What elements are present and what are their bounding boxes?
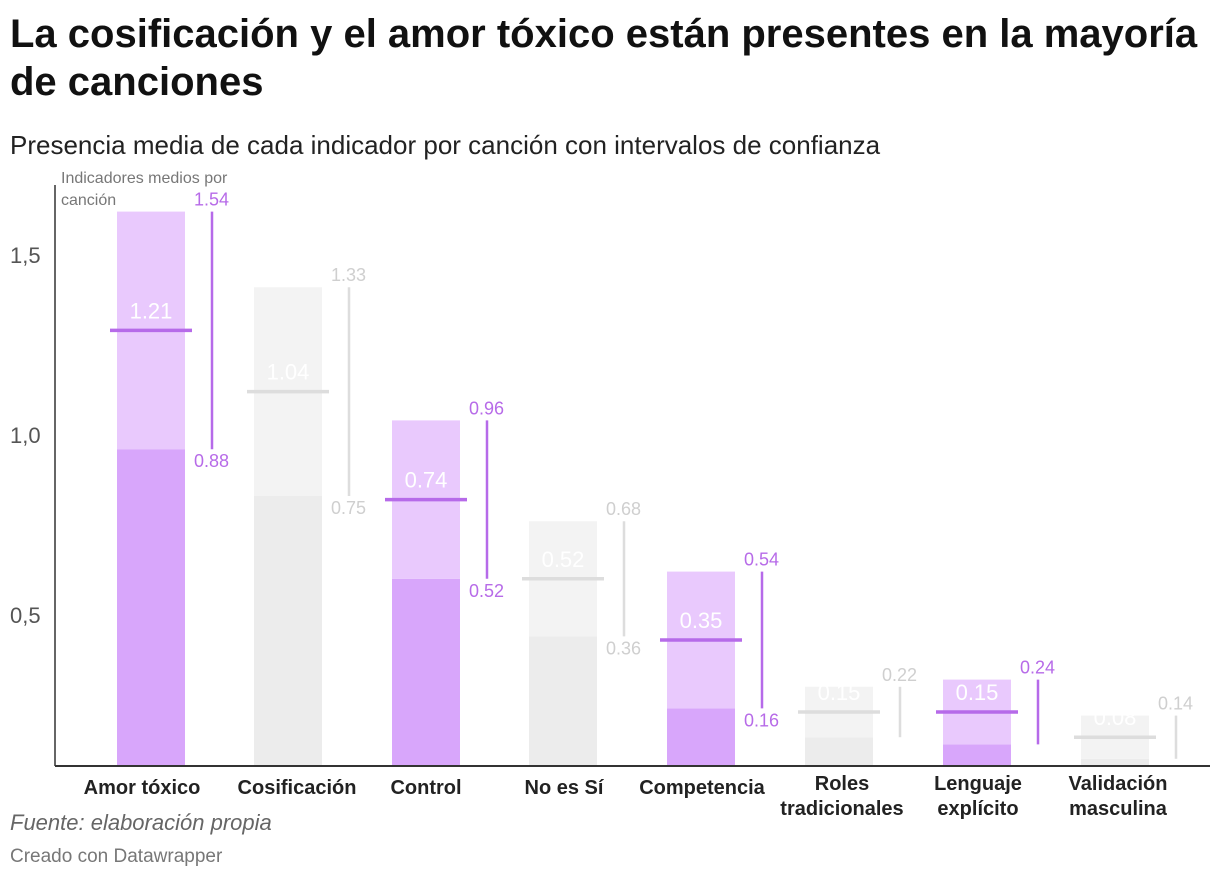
ci-lower-label: 0.52 xyxy=(469,581,504,601)
y-axis-title: Indicadores medios por canción xyxy=(61,170,228,209)
mean-value-label: 0.15 xyxy=(818,680,861,705)
ci-lower-bar xyxy=(943,744,1011,766)
chart-title: La cosificación y el amor tóxico están p… xyxy=(10,12,1198,104)
x-category-label: Control xyxy=(390,777,462,799)
ci-lower-bar xyxy=(254,496,322,766)
ci-lower-bar xyxy=(805,737,873,766)
mean-value-label: 0.15 xyxy=(956,680,999,705)
x-category-label: Cosificación xyxy=(237,777,357,799)
ci-upper-label: 1.54 xyxy=(194,190,229,210)
x-category-label: Roles tradicionales xyxy=(780,773,904,820)
y-tick-label: 1,5 xyxy=(10,243,41,268)
ci-lower-label: 0.16 xyxy=(744,710,779,730)
mean-value-label: 0.74 xyxy=(405,468,448,493)
x-category-label: Validación masculina xyxy=(1068,773,1168,820)
ci-lower-bar xyxy=(1081,758,1149,766)
ci-lower-label: 0.88 xyxy=(194,451,229,471)
x-category-label: Amor tóxico xyxy=(83,777,201,799)
ci-upper-label: 1.33 xyxy=(331,265,366,285)
ci-lower-bar xyxy=(667,708,735,766)
ci-upper-label: 0.22 xyxy=(882,665,917,685)
x-category-label: No es Sí xyxy=(524,777,604,799)
y-tick-label: 0,5 xyxy=(10,603,41,628)
x-category-label: Competencia xyxy=(639,777,765,799)
mean-value-label: 1.21 xyxy=(130,298,173,323)
chart-subtitle: Presencia media de cada indicador por ca… xyxy=(10,130,881,160)
ci-lower-bar xyxy=(117,449,185,766)
mean-value-label: 0.52 xyxy=(542,547,585,572)
mean-value-label: 0.08 xyxy=(1094,705,1137,730)
y-tick-label: 1,0 xyxy=(10,423,41,448)
ci-upper-label: 0.14 xyxy=(1158,694,1193,714)
ci-lower-label: 0.75 xyxy=(331,498,366,518)
ci-upper-label: 0.96 xyxy=(469,398,504,418)
mean-value-label: 0.35 xyxy=(680,608,723,633)
credit-note: Creado con Datawrapper xyxy=(10,846,223,867)
source-note: Fuente: elaboración propia xyxy=(10,810,272,835)
ci-upper-label: 0.68 xyxy=(606,499,641,519)
ci-lower-label: 0.36 xyxy=(606,638,641,658)
x-category-label: Lenguaje explícito xyxy=(934,773,1022,820)
ci-lower-bar xyxy=(529,636,597,766)
ci-upper-label: 0.54 xyxy=(744,550,779,570)
mean-value-label: 1.04 xyxy=(267,360,310,385)
ci-lower-bar xyxy=(392,578,460,766)
ci-upper-label: 0.24 xyxy=(1020,658,1055,678)
